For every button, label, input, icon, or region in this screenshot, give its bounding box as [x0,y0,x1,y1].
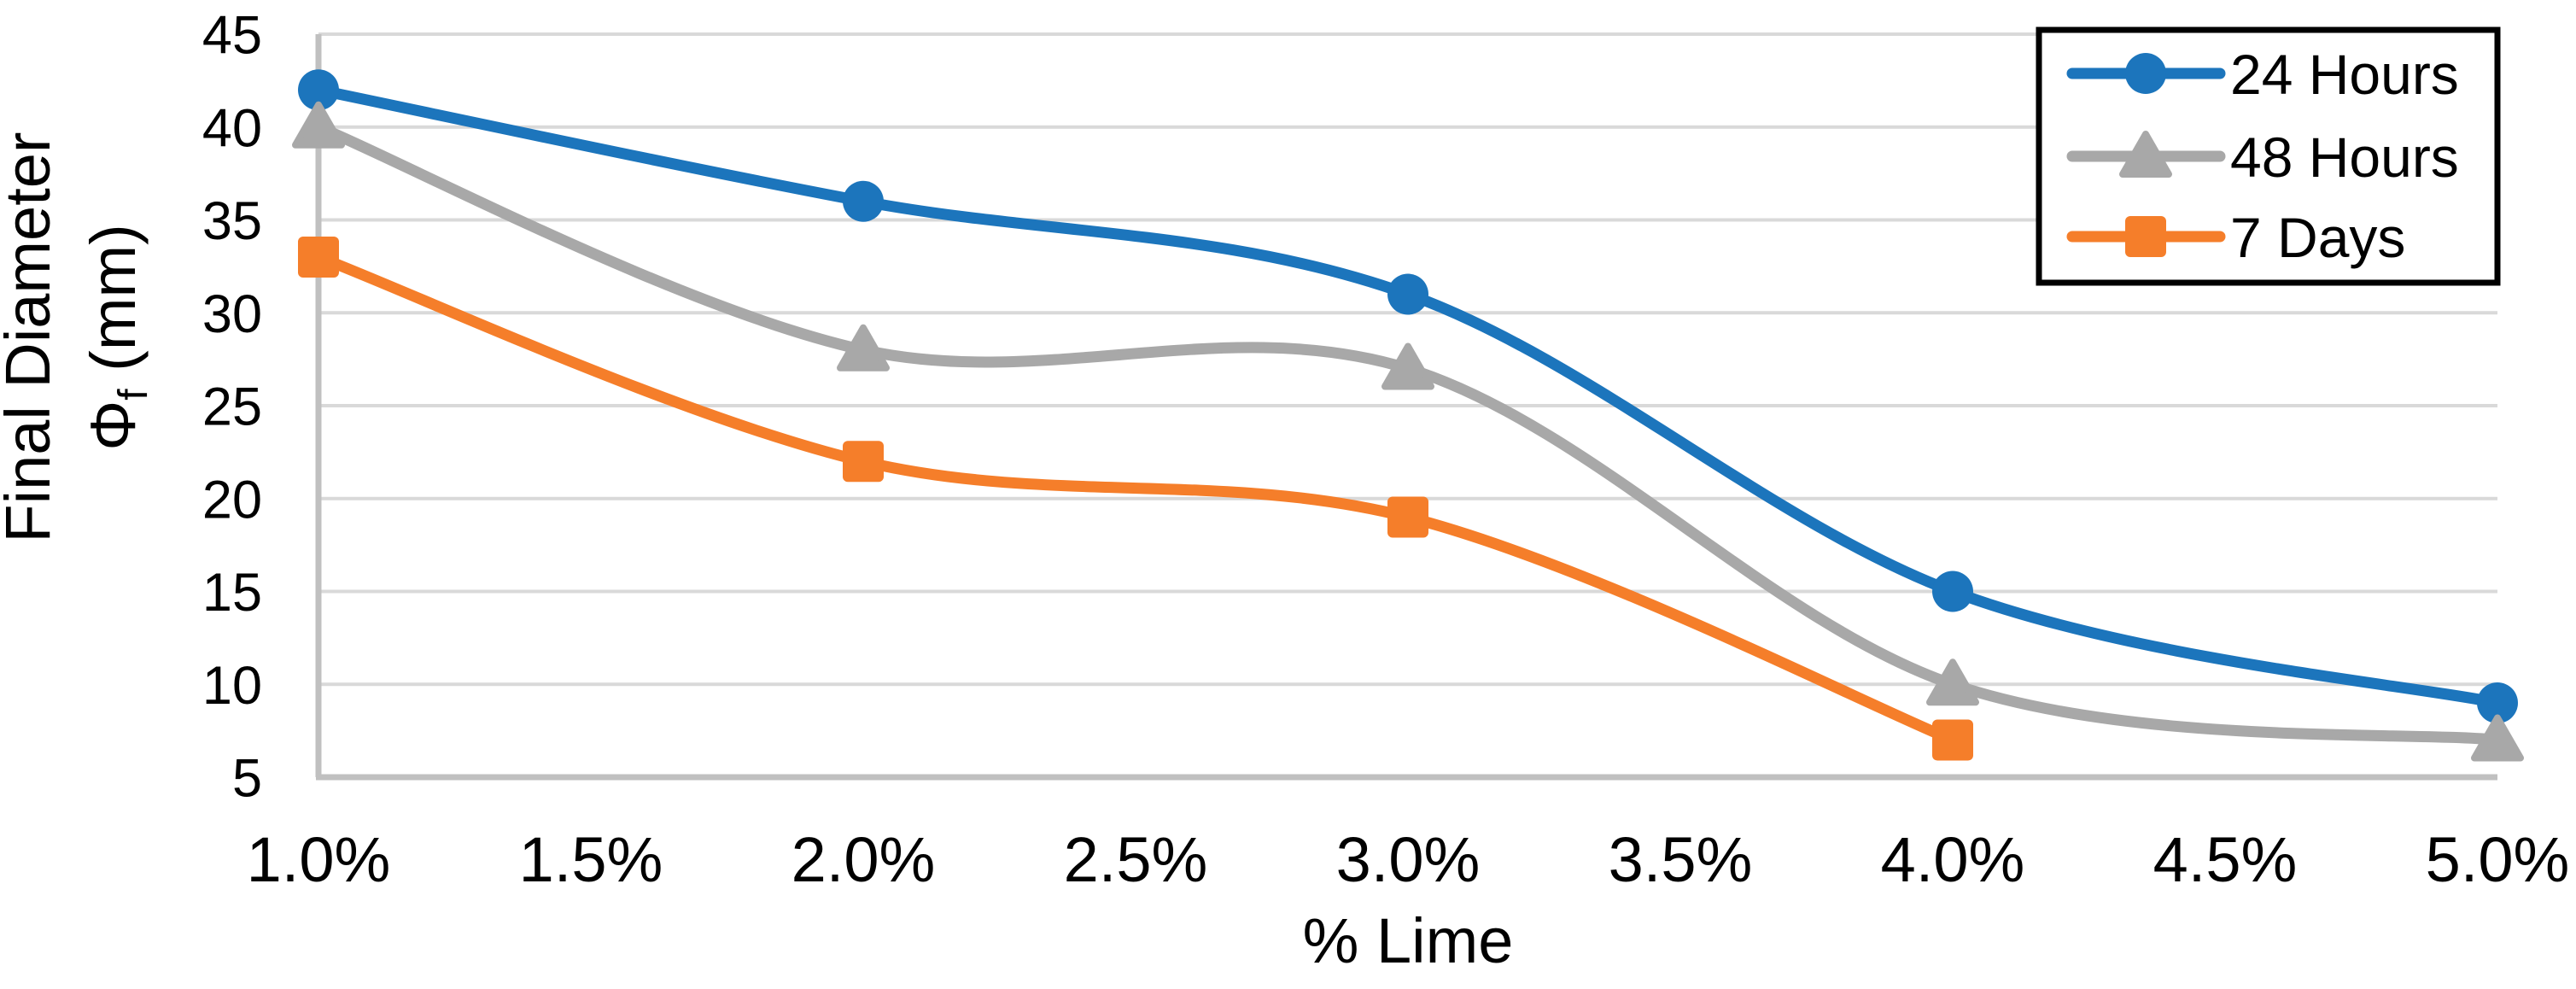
y-tick-label: 40 [202,98,262,158]
y-tick-label: 10 [202,656,262,716]
y-tick-labels: 5 10 15 20 25 30 35 40 45 [202,6,262,809]
legend-item-48-hours: 48 Hours [2066,126,2459,189]
x-tick-label: 1.0% [247,824,391,895]
marker-circle-24-hours [1932,571,1973,612]
legend-marker-7-days [2125,216,2166,257]
marker-triangle-48-hours [292,101,345,149]
y-axis-title-line2: Φf (mm) [78,224,156,451]
marker-circle-24-hours [298,69,339,111]
x-tick-label: 4.5% [2153,824,2298,895]
legend-marker-48-hours [2119,131,2172,178]
x-tick-label: 2.0% [791,824,936,895]
marker-circle-24-hours [1387,273,1428,315]
y-tick-label: 15 [202,563,262,623]
y-tick-label: 5 [232,749,262,809]
x-tick-label: 4.0% [1881,824,2025,895]
series-line-7-days [313,251,1959,746]
marker-square-7-days [843,441,884,483]
x-tick-label: 1.5% [519,824,663,895]
y-axis-title-line1: Final Diameter [0,132,63,542]
legend-label-48-hours: 48 Hours [2230,126,2459,189]
y-tick-label: 30 [202,284,262,344]
legend-label-24-hours: 24 Hours [2230,43,2459,106]
legend-item-24-hours: 24 Hours [2066,43,2459,106]
marker-triangle-48-hours [837,324,890,372]
legend-marker-24-hours [2125,53,2166,94]
marker-square-7-days [1932,719,1973,761]
legend: 24 Hours 48 Hours 7 Days [2036,26,2501,286]
x-axis-title: % Lime [1303,905,1514,976]
x-tick-labels: 1.0% 1.5% 2.0% 2.5% 3.0% 3.5% 4.0% 4.5% 5.0% [247,824,2570,895]
marker-triangle-48-hours [2471,714,2524,762]
x-tick-label: 5.0% [2426,824,2570,895]
y-tick-label: 25 [202,377,262,437]
y-tick-label: 35 [202,191,262,251]
series-7-days [298,237,1973,761]
legend-item-7-days: 7 Days [2066,206,2405,269]
marker-triangle-48-hours [1926,658,1979,706]
marker-circle-24-hours [2477,682,2518,723]
y-tick-label: 20 [202,470,262,530]
x-tick-label: 2.5% [1064,824,1208,895]
x-tick-label: 3.0% [1336,824,1481,895]
legend-label-7-days: 7 Days [2230,206,2405,269]
marker-square-7-days [1387,496,1428,538]
series-48-hours [292,101,2524,762]
marker-circle-24-hours [843,180,884,222]
marker-square-7-days [298,237,339,278]
x-tick-label: 3.5% [1609,824,1753,895]
y-tick-label: 45 [202,6,262,66]
marker-triangle-48-hours [1381,342,1434,390]
series-24-hours [298,69,2518,723]
